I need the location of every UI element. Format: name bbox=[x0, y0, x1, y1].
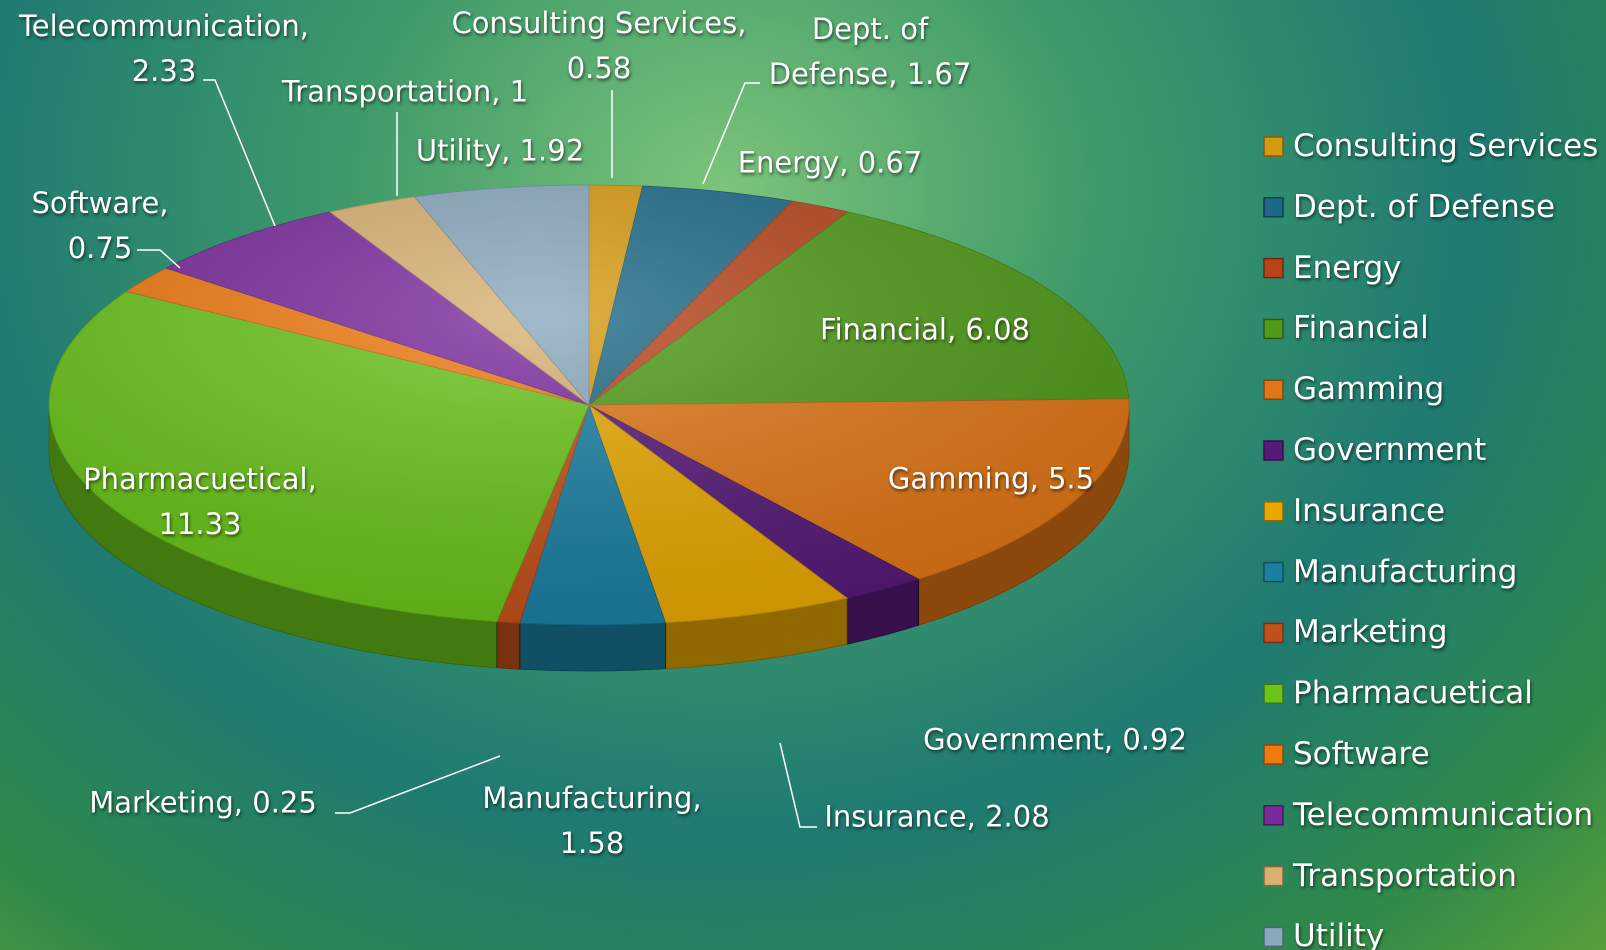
slice-side bbox=[496, 621, 521, 670]
legend-swatch bbox=[1263, 318, 1284, 340]
legend-label: Government bbox=[1293, 432, 1487, 468]
data-label: Utility, 1.92 bbox=[415, 133, 585, 168]
legend-swatch bbox=[1263, 379, 1284, 400]
legend-swatch bbox=[1263, 805, 1284, 826]
leader-line bbox=[702, 82, 760, 185]
leader-line bbox=[779, 742, 817, 828]
legend-swatch bbox=[1263, 197, 1284, 218]
legend-label: Financial bbox=[1293, 310, 1429, 347]
data-label: Pharmacuetical, 11.33 bbox=[83, 462, 317, 541]
data-label: Transportation, 1 bbox=[281, 74, 529, 109]
legend-label: Manufacturing bbox=[1293, 553, 1518, 590]
legend-swatch bbox=[1263, 865, 1284, 887]
leader-line bbox=[137, 249, 181, 269]
legend-label: Utility bbox=[1293, 918, 1385, 950]
data-label: Dept. of Defense, 1.67 bbox=[768, 12, 972, 91]
legend-swatch bbox=[1263, 683, 1284, 704]
data-label: Telecommunication, 2.33 bbox=[18, 9, 309, 88]
legend-swatch bbox=[1263, 440, 1284, 461]
data-label: Government, 0.92 bbox=[923, 722, 1187, 757]
legend-label: Insurance bbox=[1293, 492, 1446, 529]
data-label: Consulting Services, 0.58 bbox=[451, 6, 747, 85]
legend-swatch bbox=[1263, 622, 1284, 644]
data-label: Manufacturing, 1.58 bbox=[482, 781, 702, 860]
legend-swatch bbox=[1263, 257, 1284, 279]
legend-label: Telecommunication bbox=[1293, 796, 1594, 833]
data-label: Gamming, 5.5 bbox=[887, 461, 1095, 496]
legend-label: Software bbox=[1293, 736, 1430, 772]
legend-swatch bbox=[1263, 561, 1284, 583]
data-label: Energy, 0.67 bbox=[737, 145, 923, 180]
legend-label: Consulting Services bbox=[1293, 128, 1599, 164]
legend-swatch bbox=[1263, 501, 1284, 522]
legend-swatch bbox=[1263, 744, 1284, 765]
leader-line bbox=[335, 755, 501, 814]
data-label: Software, 0.75 bbox=[31, 186, 169, 265]
legend-label: Energy bbox=[1293, 249, 1402, 286]
legend-label: Transportation bbox=[1293, 857, 1517, 894]
data-label: Insurance, 2.08 bbox=[824, 799, 1050, 834]
leader-line bbox=[203, 79, 276, 227]
data-label: Marketing, 0.25 bbox=[89, 785, 317, 820]
data-label: Financial, 6.08 bbox=[820, 312, 1030, 347]
legend-label: Marketing bbox=[1293, 614, 1448, 651]
legend-label: Gamming bbox=[1293, 371, 1445, 408]
legend-label: Pharmacuetical bbox=[1293, 675, 1533, 712]
legend-swatch bbox=[1263, 136, 1284, 157]
legend-swatch bbox=[1263, 926, 1284, 948]
slice-side bbox=[519, 622, 666, 672]
legend-label: Dept. of Defense bbox=[1293, 188, 1556, 225]
